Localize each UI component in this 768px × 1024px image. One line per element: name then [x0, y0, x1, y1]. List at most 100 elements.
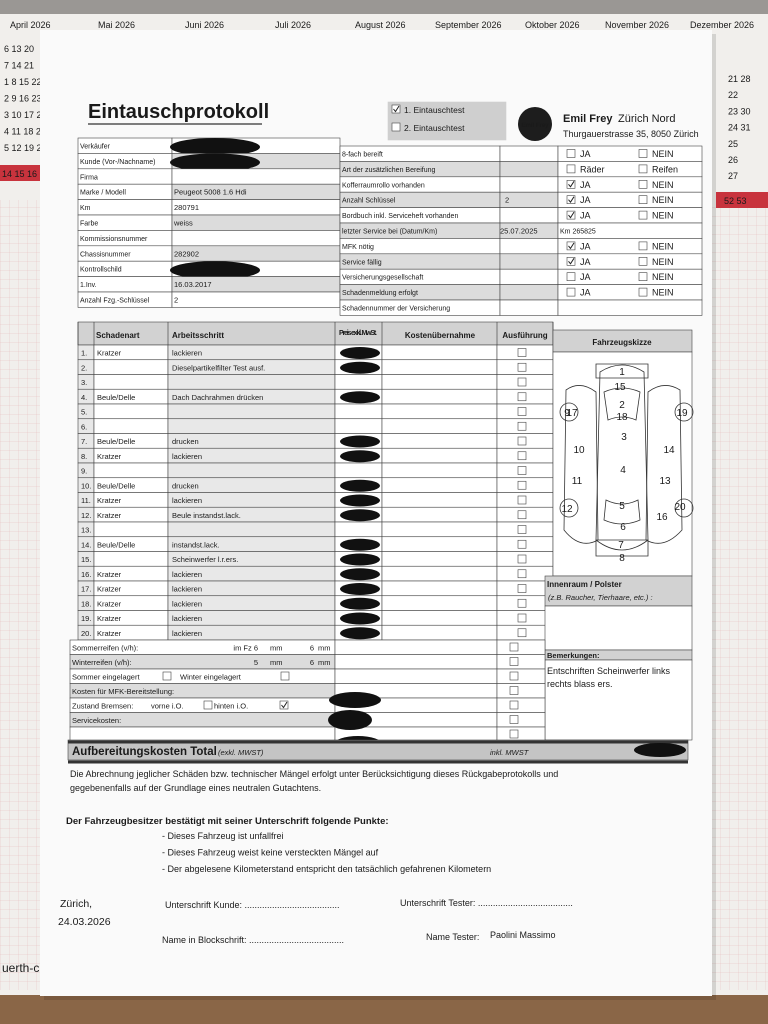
- field-label: Firma: [80, 174, 98, 181]
- checkbox: [517, 525, 527, 534]
- extra-exec: [496, 712, 546, 728]
- field-label: Schadennummer der Versicherung: [342, 306, 450, 313]
- option-label: JA: [580, 272, 591, 282]
- field-label: 8-fach bereift: [342, 152, 383, 159]
- sketch-number: 20: [674, 502, 686, 513]
- table-cell: [381, 359, 498, 375]
- checkbox: [638, 256, 648, 266]
- tyre-label: Winterreifen (v/h):: [72, 658, 132, 667]
- redaction: [329, 692, 381, 708]
- checkbox: [517, 628, 527, 638]
- remarks-text: rechts blass ers.: [547, 679, 613, 689]
- damage-type: Kratzer: [97, 496, 122, 505]
- table-cell: [381, 565, 498, 582]
- redaction: [328, 710, 372, 730]
- checkbox: [517, 451, 527, 461]
- checkbox: [203, 700, 213, 710]
- work-step: lackieren: [172, 585, 202, 594]
- column-header: Kostenübernahme: [405, 331, 476, 340]
- field-label: Chassisnummer: [80, 251, 131, 258]
- sketch-number: 17: [566, 408, 578, 419]
- tyre-unit: mm: [270, 644, 283, 653]
- column-header: Schadenart: [96, 331, 140, 340]
- statement-point: - Dieses Fahrzeug weist keine versteckte…: [162, 848, 379, 858]
- sketch-number: 15: [614, 382, 626, 393]
- place: Zürich,: [60, 898, 92, 910]
- week-strip-right: [716, 192, 768, 208]
- checkmark: [568, 258, 575, 265]
- redaction: [340, 597, 380, 610]
- damage-type: Beule/Delle: [97, 481, 135, 490]
- option-label: JA: [580, 211, 591, 221]
- value-cell: [499, 268, 559, 285]
- field-label: Service fällig: [342, 259, 382, 266]
- value-cell: [499, 161, 559, 178]
- row-number: 19.: [81, 614, 91, 623]
- damage-type: Kratzer: [97, 629, 122, 638]
- value-cell: [171, 291, 341, 308]
- extra-cost: [334, 639, 498, 655]
- disclaimer: gegebenenfalls auf der Grundlage eines n…: [70, 783, 321, 793]
- checkbox: [566, 195, 576, 204]
- work-step: lackieren: [172, 629, 202, 638]
- row-number: 12.: [81, 511, 91, 520]
- checkbox: [509, 715, 519, 724]
- option-label: NEIN: [652, 288, 674, 298]
- option-label: JA: [580, 288, 591, 298]
- table-edge: [0, 995, 768, 1024]
- checkbox: [517, 584, 527, 593]
- checkbox: [566, 149, 576, 158]
- checkbox: [517, 613, 527, 623]
- checkbox: [517, 495, 527, 505]
- field-label: Kofferraumrollo vorhanden: [342, 182, 425, 189]
- sketch-number: 1: [619, 367, 625, 378]
- name-tester: Paolini Massimo: [490, 930, 556, 940]
- wheel: [674, 498, 694, 518]
- sign-tester: Unterschrift Tester: ...................…: [400, 898, 573, 908]
- damage-type: Kratzer: [97, 599, 122, 608]
- checkbox: [638, 164, 648, 174]
- calendar-text: 4 11 18 25: [4, 127, 46, 137]
- sketch-number: 10: [573, 445, 585, 456]
- sketch-number: 18: [616, 412, 628, 423]
- month-label: April 2026: [10, 20, 51, 30]
- checkbox: [509, 700, 519, 710]
- sign-customer: Unterschrift Kunde: ....................…: [165, 900, 340, 910]
- option-label: NEIN: [652, 257, 674, 267]
- value-cell: [171, 168, 341, 185]
- option-label: NEIN: [652, 195, 674, 205]
- interior-hint: (z.B. Raucher, Tierhaare, etc.) :: [548, 593, 653, 602]
- name-block: Name in Blockschrift: ..................…: [162, 935, 344, 945]
- storage-label: Sommer eingelagert: [72, 673, 140, 682]
- month-label: November 2026: [605, 20, 669, 30]
- interior-area: [544, 605, 693, 651]
- checkbox: [638, 241, 648, 251]
- value-cell: [171, 230, 341, 247]
- table-cell: [381, 595, 498, 611]
- table-cell: [381, 610, 498, 626]
- sketch-number: 5: [619, 501, 625, 512]
- work-step: lackieren: [172, 349, 202, 358]
- redaction: [340, 347, 380, 359]
- wheel: [559, 498, 579, 518]
- name-tester-label: Name Tester:: [426, 932, 479, 942]
- redaction: [340, 553, 380, 566]
- damage-type: Beule/Delle: [97, 540, 135, 549]
- extra-exec: [496, 726, 546, 742]
- table-cell: [381, 403, 498, 420]
- work-step: lackieren: [172, 496, 202, 505]
- checkmark: [281, 701, 288, 709]
- row-number: 7.: [81, 437, 87, 446]
- checkbox: [517, 407, 527, 416]
- row-number: 8.: [81, 452, 87, 461]
- field-label: letzter Service bei (Datum/Km): [342, 229, 437, 236]
- calendar-text: 25: [728, 139, 738, 149]
- field-label: Farbe: [80, 221, 98, 228]
- checkbox: [517, 554, 527, 564]
- row-number: 10.: [81, 481, 91, 490]
- damage-type: Beule/Delle: [97, 437, 135, 446]
- sketch-number: 12: [561, 504, 573, 515]
- value-cell: [499, 207, 559, 224]
- calendar-text: 1 8 15 22: [4, 77, 42, 87]
